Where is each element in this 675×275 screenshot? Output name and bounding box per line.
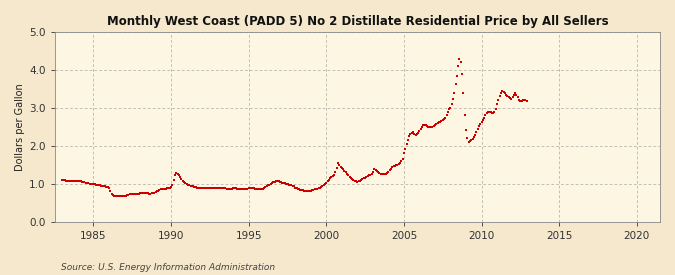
Text: Source: U.S. Energy Information Administration: Source: U.S. Energy Information Administ… [61,263,275,272]
Title: Monthly West Coast (PADD 5) No 2 Distillate Residential Price by All Sellers: Monthly West Coast (PADD 5) No 2 Distill… [107,15,608,28]
Y-axis label: Dollars per Gallon: Dollars per Gallon [15,83,25,171]
